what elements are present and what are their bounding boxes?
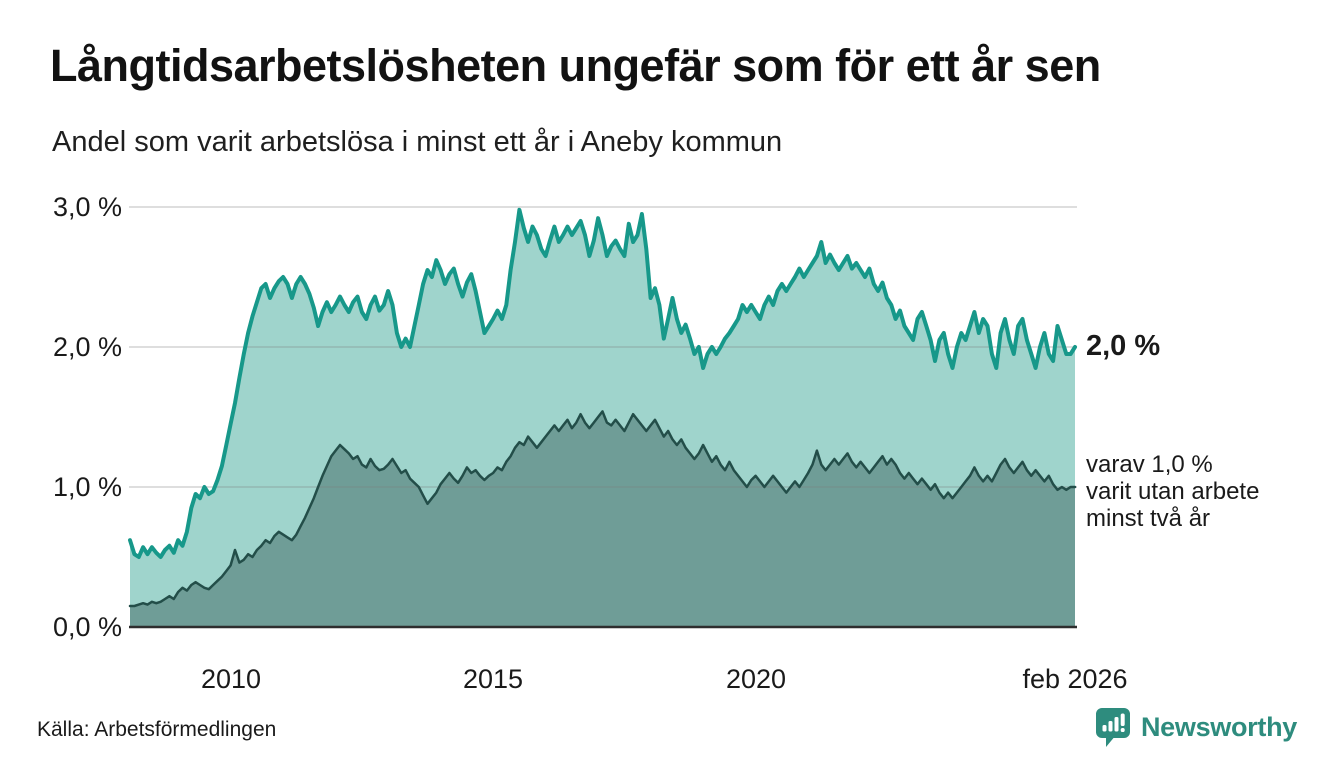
newsworthy-logo-text: Newsworthy: [1140, 711, 1297, 742]
series-0-line: [128, 207, 1077, 559]
source-note: Källa: Arbetsförmedlingen: [37, 718, 277, 741]
end-label-1yr: 2,0 %: [1086, 330, 1161, 362]
xtick-2015: 2015: [463, 664, 523, 694]
end-label-2yr-line2: varit utan arbete: [1086, 478, 1260, 505]
series-1-line: [128, 410, 1077, 608]
ytick-1: 1,0 %: [53, 472, 122, 502]
end-label-2yr: varav 1,0 % varit utan arbete minst två …: [1086, 451, 1259, 532]
newsworthy-logo-icon: [1094, 706, 1132, 748]
logo-bars-icon: [1102, 713, 1125, 732]
newsworthy-logo: Newsworthy: [1094, 706, 1297, 748]
xtick-2020: 2020: [726, 664, 786, 694]
xtick-feb-2026: feb 2026: [1022, 664, 1127, 694]
ytick-0: 0,0 %: [53, 612, 122, 642]
logo-bubble-shape: [1095, 708, 1130, 747]
ytick-3: 3,0 %: [53, 192, 122, 222]
page-subtitle: Andel som varit arbetslösa i minst ett å…: [52, 126, 783, 158]
end-label-2yr-line1: varav 1,0 %: [1086, 451, 1213, 478]
page-title: Långtidsarbetslösheten ungefär som för e…: [50, 40, 1101, 91]
ytick-2: 2,0 %: [53, 332, 122, 362]
end-label-2yr-line3: minst två år: [1086, 505, 1211, 532]
gridlines: [129, 206, 1077, 488]
xtick-2010: 2010: [201, 664, 261, 694]
